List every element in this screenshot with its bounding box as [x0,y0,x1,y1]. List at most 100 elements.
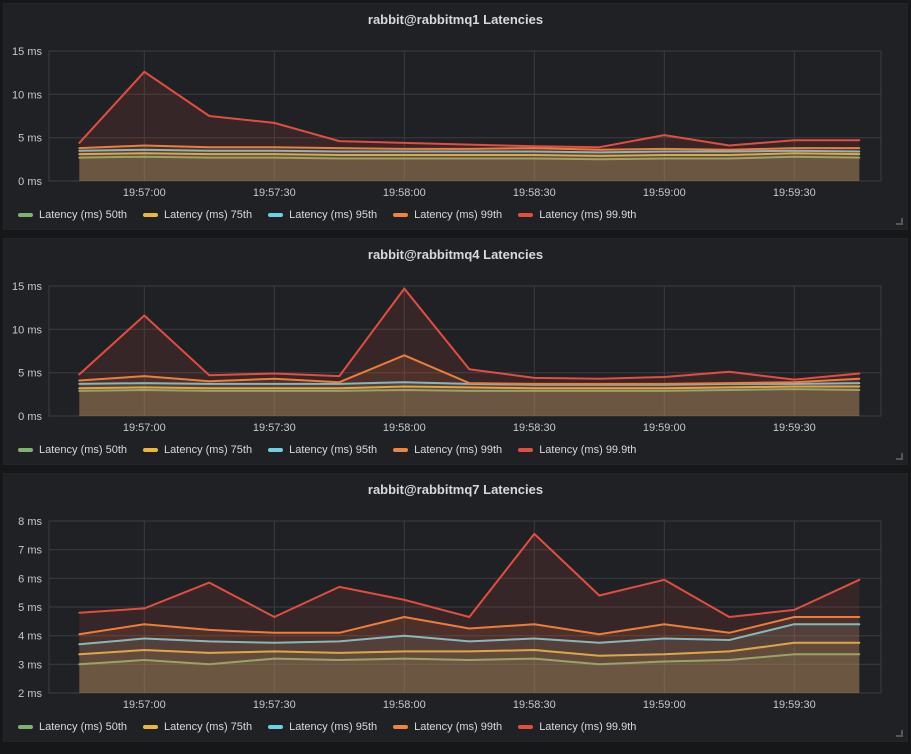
series-line [78,287,861,381]
panel-title[interactable]: rabbit@rabbitmq7 Latencies [367,482,544,497]
x-tick-label: 19:57:30 [253,187,296,199]
y-tick-label: 5 ms [18,133,42,145]
x-tick-label: 19:57:00 [123,699,166,711]
y-tick-label: 4 ms [18,631,42,643]
series-area [79,288,860,416]
legend-color-swatch [518,213,534,217]
y-tick-label: 0 ms [18,411,42,423]
legend-item[interactable]: Latency (ms) 50th [18,444,127,456]
x-tick-label: 19:58:00 [383,187,426,199]
series-line [78,152,861,157]
series-area [79,153,860,181]
series-area [79,71,860,181]
latency-chart[interactable]: 0 ms 5 ms 10 ms 15 ms 19:57:00 19:57:30 19:58:… [12,33,901,203]
legend-label: Latency (ms) 99th [414,209,503,221]
series-line [78,354,861,385]
y-tick-label: 15 ms [12,281,42,293]
series-line [78,155,861,161]
legend-color-swatch [18,448,33,452]
legend-item[interactable]: Latency (ms) 50th [18,721,127,733]
y-tick-label: 10 ms [12,324,42,336]
legend-item[interactable]: Latency (ms) 50th [18,209,127,221]
series-line [78,70,861,149]
legend: Latency (ms) 50th Latency (ms) 75th Latenc… [12,438,899,462]
plot-border [48,520,882,694]
legend-color-swatch [268,448,284,452]
resize-handle-icon[interactable] [896,453,903,460]
legend: Latency (ms) 50th Latency (ms) 75th Latenc… [12,715,899,739]
legend-color-swatch [393,725,409,729]
panel-title[interactable]: rabbit@rabbitmq4 Latencies [367,247,544,262]
x-tick-label: 19:57:00 [123,422,166,434]
resize-handle-icon[interactable] [896,730,903,737]
x-tick-label: 19:57:00 [123,187,166,199]
x-tick-label: 19:58:30 [513,422,556,434]
x-tick-label: 19:57:30 [253,422,296,434]
legend-item[interactable]: Latency (ms) 95th [268,721,377,733]
x-tick-label: 19:59:30 [773,187,816,199]
legend-label: Latency (ms) 95th [289,721,378,733]
legend-label: Latency (ms) 50th [39,721,128,733]
latency-chart[interactable]: 0 ms 5 ms 10 ms 15 ms 19:57:00 19:57:30 19:58:… [12,268,901,438]
x-tick-label: 19:58:30 [513,187,556,199]
series-line [78,532,861,618]
series-area [79,389,860,416]
legend-item[interactable]: Latency (ms) 99.9th [518,444,636,456]
series-line [78,144,861,151]
series-area [79,386,860,416]
x-tick-label: 19:59:30 [773,699,816,711]
legend-label: Latency (ms) 75th [164,444,253,456]
legend-item[interactable]: Latency (ms) 99.9th [518,209,636,221]
y-tick-label: 10 ms [12,89,42,101]
legend-label: Latency (ms) 75th [164,721,253,733]
legend-label: Latency (ms) 95th [289,444,378,456]
legend-label: Latency (ms) 99.9th [539,209,637,221]
legend-item[interactable]: Latency (ms) 99th [393,721,502,733]
legend-label: Latency (ms) 50th [39,209,128,221]
resize-handle-icon[interactable] [896,218,903,225]
series-line [78,388,861,392]
series-area [79,654,860,693]
series-line [78,385,861,390]
series-area [79,624,860,693]
series-area [79,355,860,416]
series-area [79,617,860,693]
series-line [78,641,861,657]
legend-item[interactable]: Latency (ms) 99th [393,209,502,221]
y-tick-label: 5 ms [18,368,42,380]
legend-color-swatch [268,213,284,217]
x-tick-label: 19:59:00 [643,422,686,434]
legend-item[interactable]: Latency (ms) 99th [393,444,502,456]
legend-color-swatch [518,448,534,452]
y-tick-label: 5 ms [18,602,42,614]
latency-chart[interactable]: 2 ms 3 ms 4 ms 5 ms 6 ms 7 ms 8 ms 19:57:00 19:5… [12,503,901,715]
y-tick-label: 15 ms [12,46,42,58]
series-area [79,156,860,181]
legend-label: Latency (ms) 50th [39,444,128,456]
series-line [78,653,861,666]
x-tick-label: 19:59:00 [643,187,686,199]
legend-label: Latency (ms) 95th [289,209,378,221]
x-tick-label: 19:59:30 [773,422,816,434]
legend-item[interactable]: Latency (ms) 99.9th [518,721,636,733]
legend-item[interactable]: Latency (ms) 75th [143,444,252,456]
legend: Latency (ms) 50th Latency (ms) 75th Latenc… [12,203,899,227]
panel-rabbitmq1-latencies: rabbit@rabbitmq1 Latencies 0 ms 5 ms 10 ms… [3,3,908,230]
legend-label: Latency (ms) 99th [414,444,503,456]
legend-color-swatch [18,725,33,729]
legend-label: Latency (ms) 99.9th [539,721,637,733]
panel-title[interactable]: rabbit@rabbitmq1 Latencies [367,12,544,27]
legend-color-swatch [18,213,33,217]
series-area [79,382,860,416]
legend-color-swatch [143,448,159,452]
legend-item[interactable]: Latency (ms) 75th [143,209,252,221]
legend-item[interactable]: Latency (ms) 75th [143,721,252,733]
legend-item[interactable]: Latency (ms) 95th [268,209,377,221]
y-tick-label: 8 ms [18,516,42,528]
series-area [79,149,860,181]
legend-color-swatch [518,725,534,729]
legend-color-swatch [393,448,409,452]
legend-item[interactable]: Latency (ms) 95th [268,444,377,456]
legend-label: Latency (ms) 99th [414,721,503,733]
x-tick-label: 19:58:00 [383,699,426,711]
